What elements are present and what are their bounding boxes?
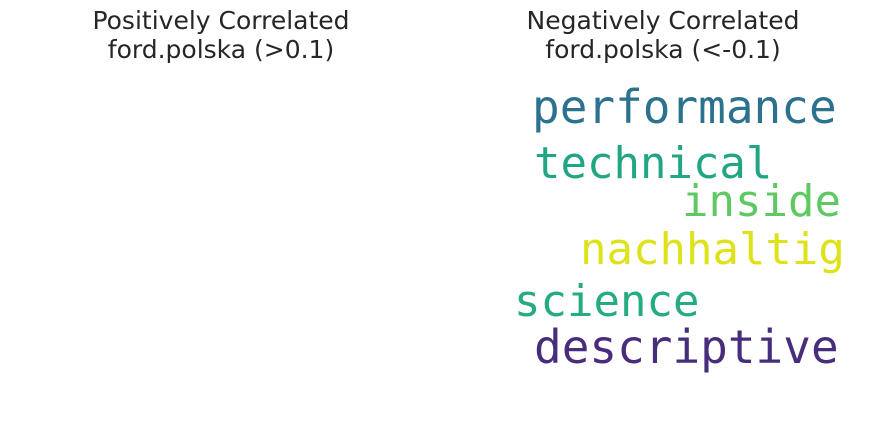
word-inside: inside <box>682 176 841 227</box>
word-technical: technical <box>534 138 773 189</box>
word-nachhaltig: nachhaltig <box>580 224 845 275</box>
positive-title-line1: Positively Correlated <box>92 6 350 35</box>
negative-title-line1: Negatively Correlated <box>526 6 800 35</box>
word-performance: performance <box>532 80 837 134</box>
word-science: science <box>514 276 700 327</box>
positive-title-line2: ford.polska (>0.1) <box>107 35 335 64</box>
negative-title-line2: ford.polska (<-0.1) <box>545 35 781 64</box>
word-descriptive: descriptive <box>534 320 839 374</box>
positive-wordcloud-area <box>0 70 442 424</box>
negative-wordcloud-area: performance technical inside nachhaltig … <box>442 70 884 424</box>
positive-wordcloud-panel: Positively Correlated ford.polska (>0.1) <box>0 6 442 424</box>
negative-wordcloud-panel: Negatively Correlated ford.polska (<-0.1… <box>442 0 884 424</box>
negative-chart-title: Negatively Correlated ford.polska (<-0.1… <box>442 6 884 64</box>
positive-chart-title: Positively Correlated ford.polska (>0.1) <box>0 6 442 64</box>
